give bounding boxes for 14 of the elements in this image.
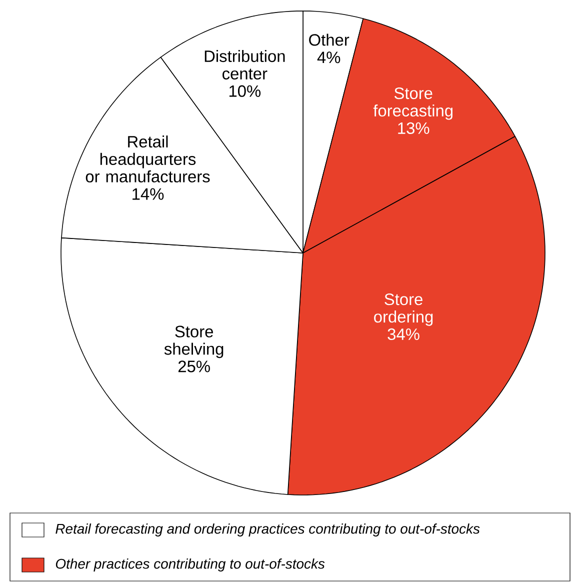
- text: Retail forecasting and ordering practices contributing to out-of-stocks: [56, 523, 480, 536]
- data-label: 34%: [388, 328, 420, 340]
- slice-label: Store shelving: [164, 326, 224, 358]
- data-label: 25%: [178, 360, 210, 372]
- data-label: 14%: [132, 188, 164, 200]
- slice-label: Other: [309, 34, 350, 46]
- slice-label: Retail headquarters or manufacturers: [86, 136, 210, 182]
- slice-label: Distribution center: [204, 50, 285, 80]
- data-label: 4%: [317, 52, 340, 64]
- text: Other practices contributing to out-of-stocks: [56, 558, 325, 572]
- slice-label: Store forecasting: [373, 87, 452, 120]
- data-label: 13%: [398, 122, 430, 134]
- data-label: 10%: [229, 85, 261, 97]
- slice-label: Store ordering: [374, 294, 433, 326]
